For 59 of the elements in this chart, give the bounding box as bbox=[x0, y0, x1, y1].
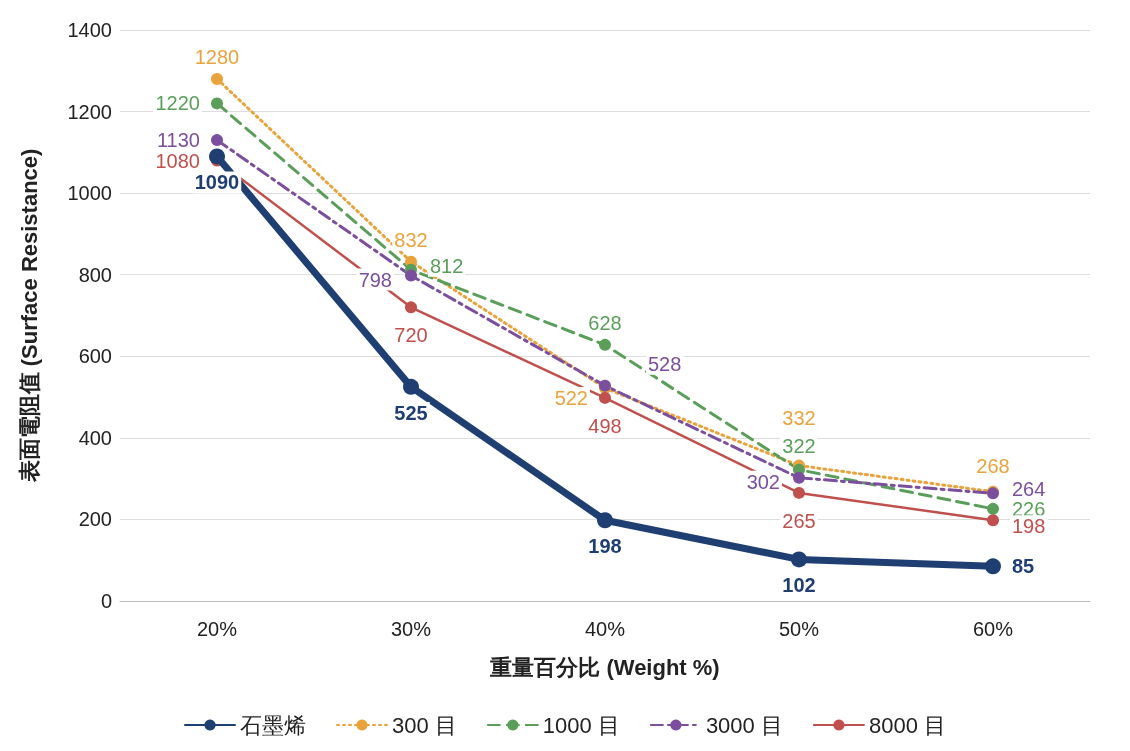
legend-label: 8000 目 bbox=[868, 712, 946, 738]
data-label: 1280 bbox=[194, 45, 240, 68]
y-tick-label: 400 bbox=[78, 426, 112, 449]
data-label: 528 bbox=[648, 352, 682, 375]
data-label: 1090 bbox=[194, 171, 240, 194]
data-label: 332 bbox=[782, 406, 816, 429]
data-label: 498 bbox=[588, 414, 622, 437]
point bbox=[985, 558, 1001, 575]
point bbox=[209, 148, 225, 165]
y-tick-label: 200 bbox=[78, 508, 112, 531]
data-label: 525 bbox=[394, 401, 428, 424]
point bbox=[211, 97, 223, 110]
data-label: 1080 bbox=[155, 149, 200, 172]
y-tick-label: 1000 bbox=[67, 182, 112, 205]
point bbox=[597, 512, 613, 529]
point bbox=[791, 551, 807, 568]
y-tick-label: 0 bbox=[100, 590, 112, 612]
legend-label: 1000 目 bbox=[542, 712, 620, 738]
legend-label: 石墨烯 bbox=[240, 712, 307, 738]
y-axis-title: 表面電阻值 (Surface Resistance) bbox=[16, 148, 42, 484]
legend-label: 3000 目 bbox=[705, 712, 783, 738]
point bbox=[211, 134, 223, 147]
point bbox=[793, 471, 805, 484]
x-axis-title: 重量百分比 (Weight %) bbox=[489, 654, 720, 680]
data-label: 85 bbox=[1012, 555, 1035, 578]
data-label: 268 bbox=[976, 454, 1010, 477]
data-label: 522 bbox=[554, 387, 588, 410]
legend-label: 300 目 bbox=[392, 712, 457, 738]
point bbox=[599, 338, 611, 351]
x-tick-label: 20% bbox=[196, 618, 238, 640]
data-label: 628 bbox=[588, 311, 622, 334]
data-label: 322 bbox=[782, 434, 816, 457]
y-tick-label: 1400 bbox=[67, 19, 112, 41]
y-tick-label: 800 bbox=[78, 263, 112, 286]
data-label: 302 bbox=[746, 470, 780, 493]
data-label: 198 bbox=[588, 535, 622, 558]
x-tick-label: 40% bbox=[584, 618, 626, 640]
data-label: 812 bbox=[430, 254, 464, 277]
data-label: 265 bbox=[782, 509, 816, 532]
point bbox=[599, 391, 611, 404]
data-label: 832 bbox=[394, 228, 428, 251]
data-label: 720 bbox=[394, 324, 428, 347]
data-label: 1220 bbox=[155, 92, 200, 115]
data-label: 1130 bbox=[156, 129, 200, 152]
point bbox=[405, 301, 417, 314]
point bbox=[403, 378, 419, 395]
y-tick-label: 600 bbox=[78, 345, 112, 368]
x-tick-label: 30% bbox=[390, 618, 432, 640]
x-tick-label: 50% bbox=[778, 618, 820, 640]
point bbox=[987, 514, 999, 527]
point bbox=[211, 72, 223, 85]
point bbox=[405, 269, 417, 282]
point bbox=[987, 502, 999, 515]
x-tick-label: 60% bbox=[972, 618, 1014, 640]
y-tick-label: 1200 bbox=[67, 100, 112, 123]
data-label: 798 bbox=[358, 268, 392, 291]
point bbox=[793, 486, 805, 499]
data-label: 102 bbox=[782, 574, 816, 597]
data-label: 198 bbox=[1012, 515, 1046, 538]
